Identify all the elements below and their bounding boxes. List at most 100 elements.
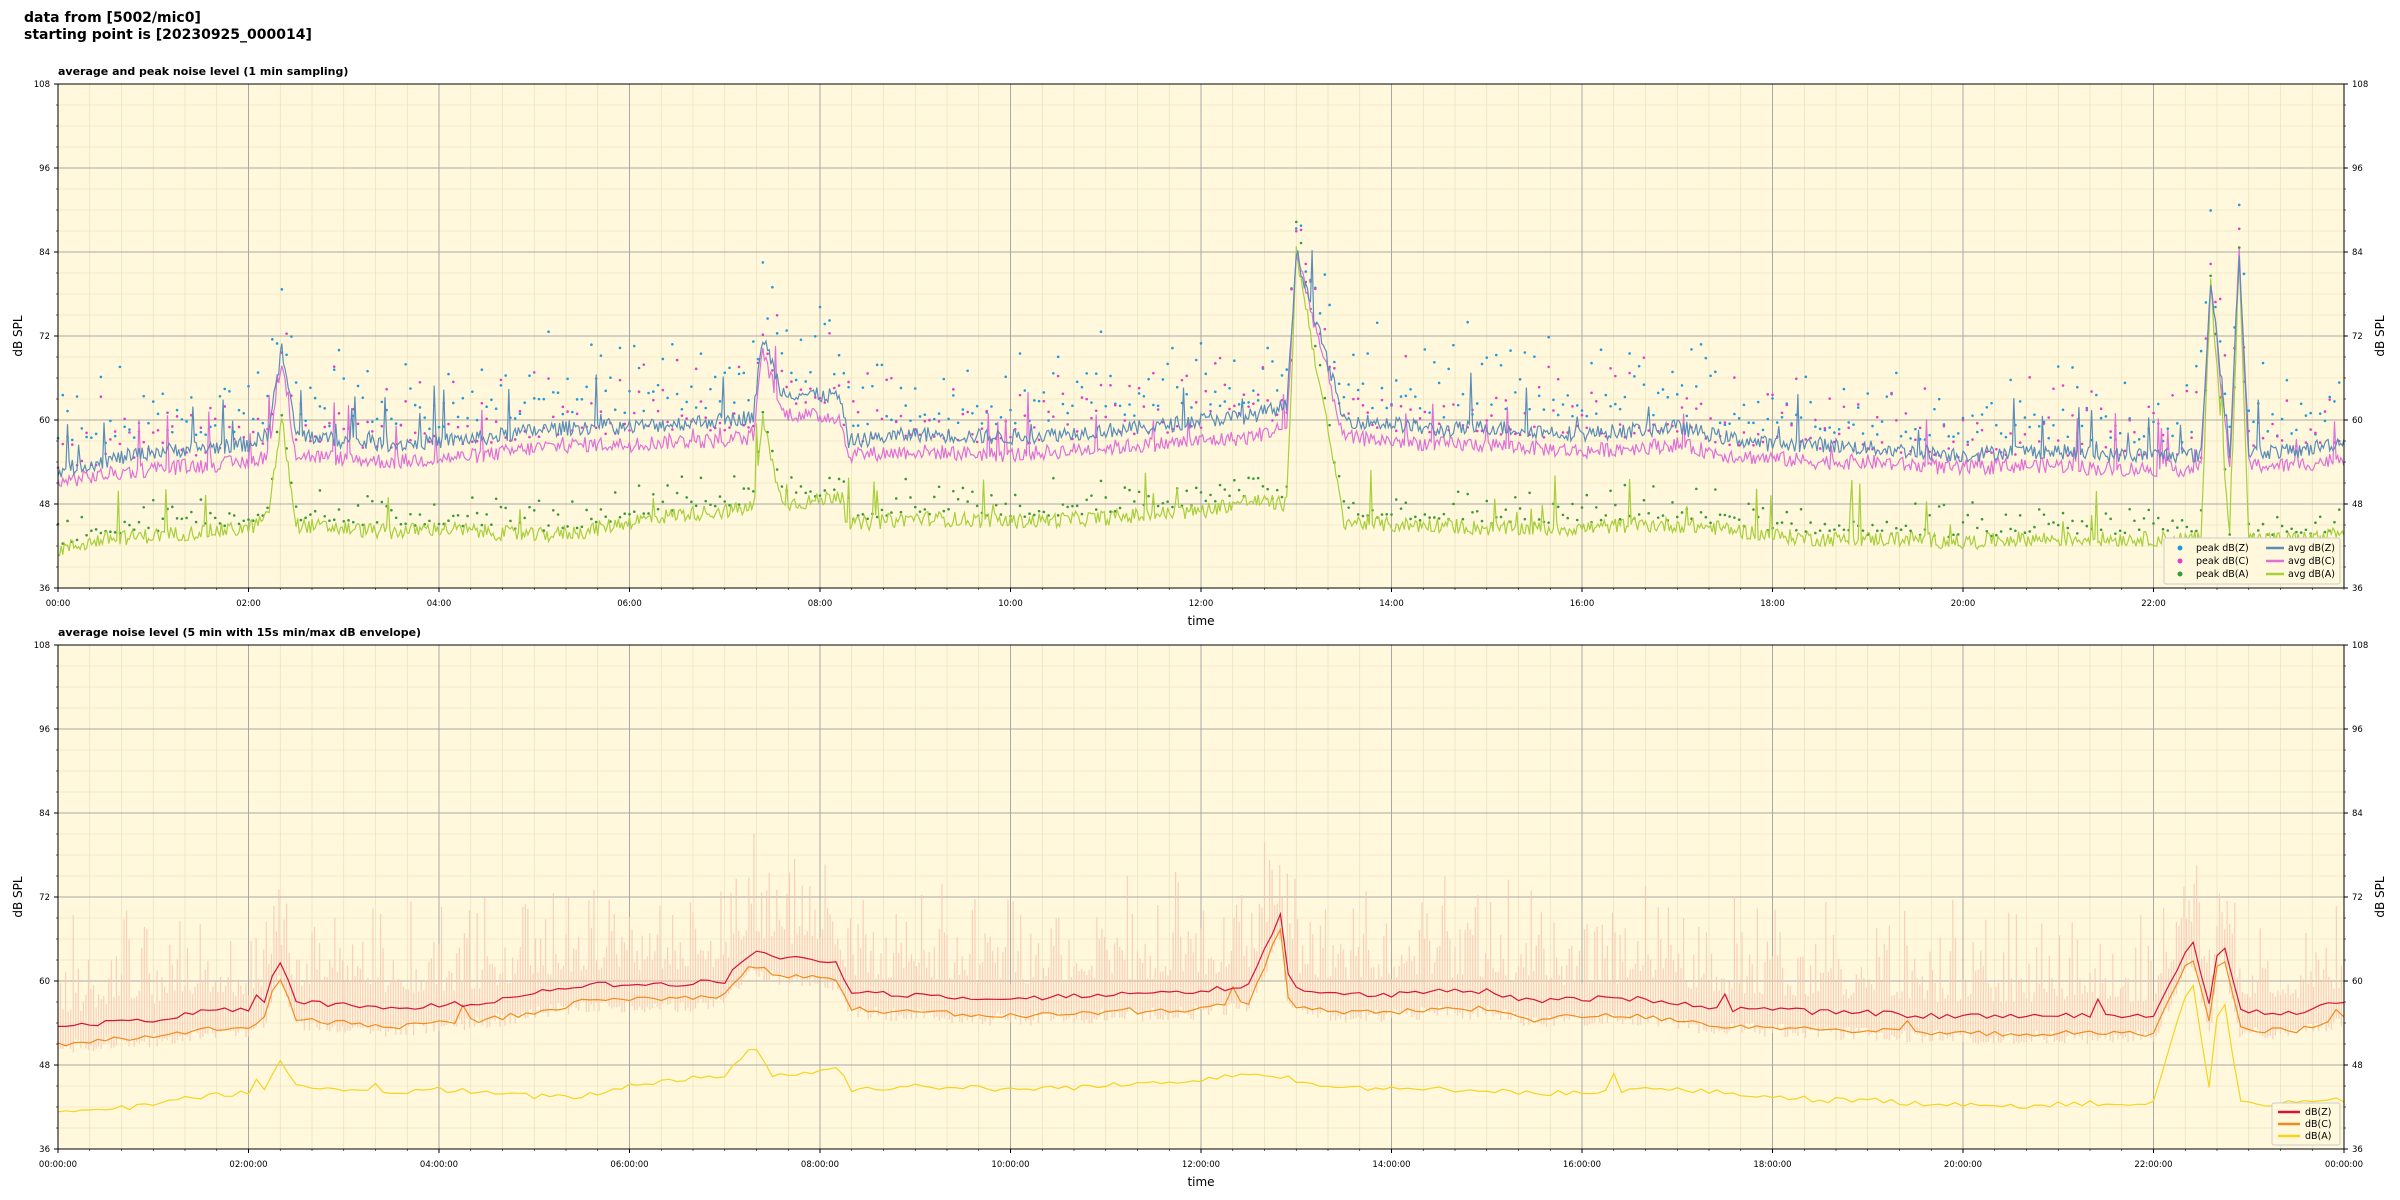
peak-point xyxy=(1399,507,1403,510)
peak-point xyxy=(1156,404,1160,408)
peak-point xyxy=(1490,403,1493,406)
peak-point xyxy=(156,412,160,416)
peak-point xyxy=(1342,500,1346,503)
peak-point xyxy=(952,394,955,397)
peak-point xyxy=(642,363,646,366)
peak-point xyxy=(794,378,798,382)
peak-point xyxy=(1185,392,1189,396)
peak-point xyxy=(685,496,688,499)
peak-point xyxy=(2018,441,2022,444)
peak-point xyxy=(2171,519,2174,523)
peak-point xyxy=(532,509,536,512)
peak-point xyxy=(494,497,498,501)
peak-point xyxy=(318,405,322,408)
peak-point xyxy=(1599,518,1603,522)
peak-point xyxy=(1314,287,1317,291)
peak-point xyxy=(1452,403,1455,406)
peak-point xyxy=(1742,403,1746,407)
peak-point xyxy=(2061,511,2065,515)
peak-point xyxy=(1718,421,1722,425)
x-tick-label: 20:00 xyxy=(1951,599,1976,609)
peak-point xyxy=(1637,364,1641,368)
peak-point xyxy=(2276,515,2279,519)
peak-point xyxy=(2323,419,2327,423)
peak-point xyxy=(1080,396,1084,399)
peak-point xyxy=(599,410,603,413)
peak-point xyxy=(1766,393,1770,396)
peak-point xyxy=(475,511,479,515)
peak-point xyxy=(599,354,603,357)
peak-point xyxy=(132,436,136,439)
peak-point xyxy=(690,385,693,388)
peak-point xyxy=(237,408,241,412)
peak-point xyxy=(75,538,79,542)
peak-point xyxy=(761,333,765,336)
peak-point xyxy=(1104,415,1108,419)
peak-point xyxy=(1094,409,1098,413)
peak-point xyxy=(790,476,793,479)
peak-point xyxy=(2128,418,2131,422)
peak-point xyxy=(880,417,884,421)
peak-point xyxy=(2176,526,2179,529)
peak-point xyxy=(342,377,346,380)
peak-point xyxy=(747,426,750,429)
peak-point xyxy=(1552,398,1555,402)
peak-point xyxy=(1452,343,1455,347)
peak-point xyxy=(1618,517,1622,521)
peak-point xyxy=(699,476,703,480)
legend-marker xyxy=(2177,558,2183,564)
peak-point xyxy=(451,401,455,405)
y-axis-label-right: dB SPL xyxy=(2373,876,2387,918)
peak-point xyxy=(1028,512,1031,516)
peak-point xyxy=(937,485,941,489)
peak-point xyxy=(1042,399,1046,403)
peak-point xyxy=(151,498,155,502)
peak-point xyxy=(837,353,841,357)
peak-point xyxy=(1233,359,1236,363)
peak-point xyxy=(1052,476,1055,480)
peak-point xyxy=(1680,511,1684,514)
peak-point xyxy=(1271,419,1274,422)
peak-point xyxy=(813,396,817,399)
peak-point xyxy=(209,511,212,515)
peak-point xyxy=(2066,526,2070,530)
peak-point xyxy=(1037,399,1041,403)
peak-point xyxy=(1366,352,1369,355)
peak-point xyxy=(2014,529,2017,533)
peak-point xyxy=(1885,395,1889,398)
peak-point xyxy=(1966,443,1970,446)
peak-point xyxy=(1571,414,1574,418)
peak-point xyxy=(1209,403,1212,406)
peak-point xyxy=(1199,491,1203,494)
legend-box xyxy=(2271,1102,2341,1146)
peak-point xyxy=(647,391,650,395)
peak-point xyxy=(1685,414,1689,418)
peak-point xyxy=(461,396,465,400)
peak-point xyxy=(1485,356,1489,359)
peak-point xyxy=(632,510,636,514)
peak-point xyxy=(1394,429,1398,433)
peak-point xyxy=(1433,516,1436,519)
peak-point xyxy=(1252,477,1255,480)
peak-point xyxy=(1537,394,1541,398)
peak-point xyxy=(1523,351,1527,354)
peak-point xyxy=(1409,408,1412,411)
peak-point xyxy=(1390,404,1393,407)
peak-point xyxy=(1999,432,2003,435)
peak-point xyxy=(213,516,217,520)
peak-point xyxy=(1961,418,1965,422)
peak-point xyxy=(1104,496,1108,499)
peak-point xyxy=(1675,430,1679,433)
legend-label: avg dB(Z) xyxy=(2288,543,2335,554)
peak-point xyxy=(771,285,774,289)
peak-point xyxy=(1909,529,1912,533)
peak-point xyxy=(394,516,398,520)
peak-point xyxy=(975,404,979,408)
peak-point xyxy=(447,519,450,523)
peak-point xyxy=(866,517,869,521)
peak-point xyxy=(1799,416,1803,419)
peak-point xyxy=(1247,476,1250,480)
peak-point xyxy=(737,503,741,506)
peak-point xyxy=(809,387,812,390)
peak-point xyxy=(1275,488,1279,492)
